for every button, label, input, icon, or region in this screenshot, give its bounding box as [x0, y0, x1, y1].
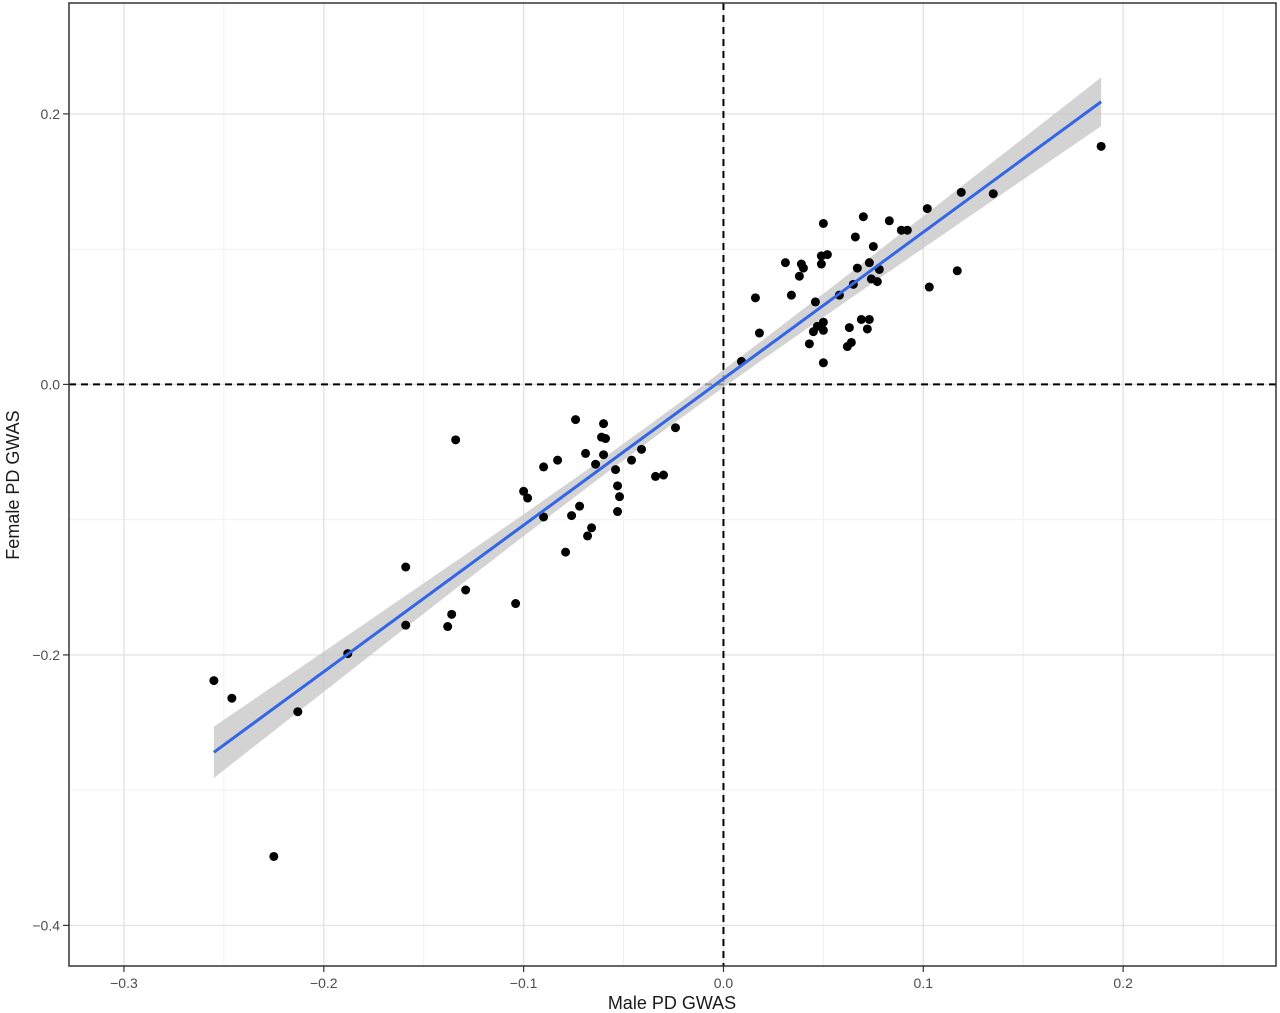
data-point [511, 599, 521, 609]
data-point [750, 293, 760, 303]
plot-border [68, 2, 1277, 967]
data-point [1096, 141, 1106, 151]
data-point [651, 471, 661, 481]
data-point [539, 512, 549, 522]
data-point [659, 470, 669, 480]
data-point [818, 325, 828, 335]
data-point [539, 462, 549, 472]
plot-background [69, 3, 1276, 966]
x-tick-label: −0.3 [110, 975, 138, 991]
data-point [401, 562, 411, 572]
data-point [794, 271, 804, 281]
data-point [810, 297, 820, 307]
data-point [601, 434, 611, 444]
data-point [868, 241, 878, 251]
data-point [461, 585, 471, 595]
data-point [447, 609, 457, 619]
data-point [591, 459, 601, 469]
x-tick-label: 0.2 [1113, 975, 1133, 991]
data-point [611, 465, 621, 475]
data-point [818, 317, 828, 327]
data-point [553, 455, 563, 465]
y-axis-title: Female PD GWAS [3, 410, 23, 559]
data-point [786, 290, 796, 300]
data-point [884, 216, 894, 226]
data-point [858, 212, 868, 222]
data-point [780, 258, 790, 268]
data-point [519, 486, 529, 496]
data-point [872, 277, 882, 287]
x-tick-label: 0.1 [914, 975, 934, 991]
data-point [804, 339, 814, 349]
y-tick-label: 0.0 [41, 376, 61, 392]
data-point [615, 492, 625, 502]
data-point [613, 507, 623, 517]
data-point [850, 232, 860, 242]
grid-minor [69, 3, 1276, 966]
data-point [269, 851, 279, 861]
x-tick-label: −0.2 [310, 975, 338, 991]
data-point [599, 419, 609, 429]
data-point [988, 189, 998, 199]
x-axis-title: Male PD GWAS [608, 993, 736, 1013]
data-point [846, 337, 856, 347]
data-point [922, 204, 932, 214]
data-point [754, 328, 764, 338]
reference-lines [69, 3, 1276, 966]
data-points [209, 141, 1106, 861]
data-point [924, 282, 934, 292]
data-point [209, 676, 219, 686]
data-point [956, 187, 966, 197]
data-point [862, 324, 872, 334]
data-point [613, 481, 623, 491]
data-point [952, 266, 962, 276]
data-point [816, 259, 826, 269]
y-axis-ticks: −0.4 −0.2 0.0 0.2 [32, 106, 69, 933]
data-point [798, 263, 808, 273]
y-tick-label: −0.4 [32, 917, 60, 933]
data-point [575, 501, 585, 511]
x-tick-label: 0.0 [714, 975, 734, 991]
data-point [818, 358, 828, 368]
data-point [293, 707, 303, 717]
data-point [567, 511, 577, 521]
data-point [561, 547, 571, 557]
y-tick-label: 0.2 [41, 106, 61, 122]
data-point [443, 622, 453, 632]
data-point [902, 225, 912, 235]
data-point [852, 263, 862, 273]
data-point [583, 531, 593, 541]
data-point [599, 450, 609, 460]
data-point [670, 423, 680, 433]
data-point [818, 218, 828, 228]
data-point [523, 493, 533, 503]
data-point [451, 435, 461, 445]
y-tick-label: −0.2 [32, 647, 60, 663]
data-point [864, 258, 874, 268]
x-axis-ticks: −0.3 −0.2 −0.1 0.0 0.1 0.2 [110, 966, 1133, 991]
data-point [227, 693, 237, 703]
data-point [637, 444, 647, 454]
data-point [856, 314, 866, 324]
data-point [581, 448, 591, 458]
regression-line [212, 100, 1103, 754]
data-point [627, 455, 637, 465]
data-point [822, 250, 832, 260]
data-point [587, 523, 597, 533]
data-point [864, 314, 874, 324]
data-point [401, 620, 411, 630]
data-point [844, 323, 854, 333]
data-point [571, 415, 581, 425]
x-tick-label: −0.1 [510, 975, 538, 991]
